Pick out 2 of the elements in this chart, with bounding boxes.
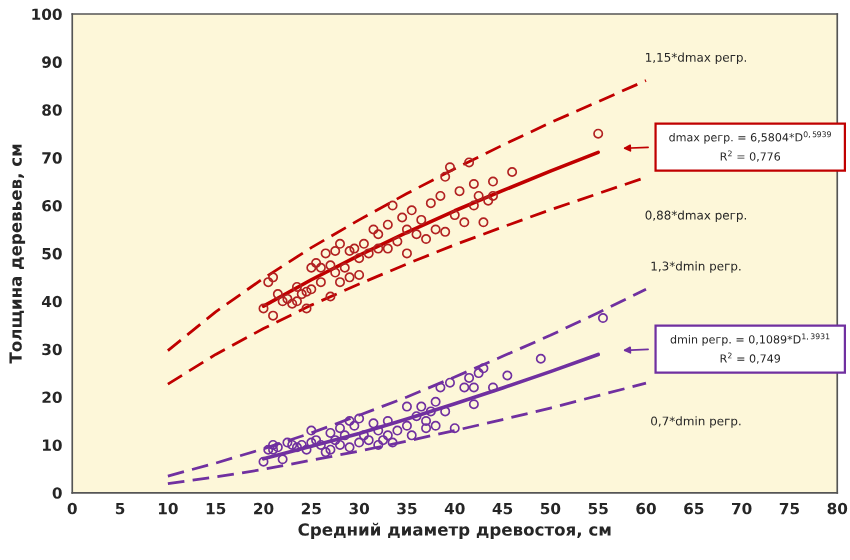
y-axis-title: Толщина деревьев, см xyxy=(9,144,26,364)
x-axis-title: Средний диаметр древостоя, см xyxy=(298,522,611,540)
